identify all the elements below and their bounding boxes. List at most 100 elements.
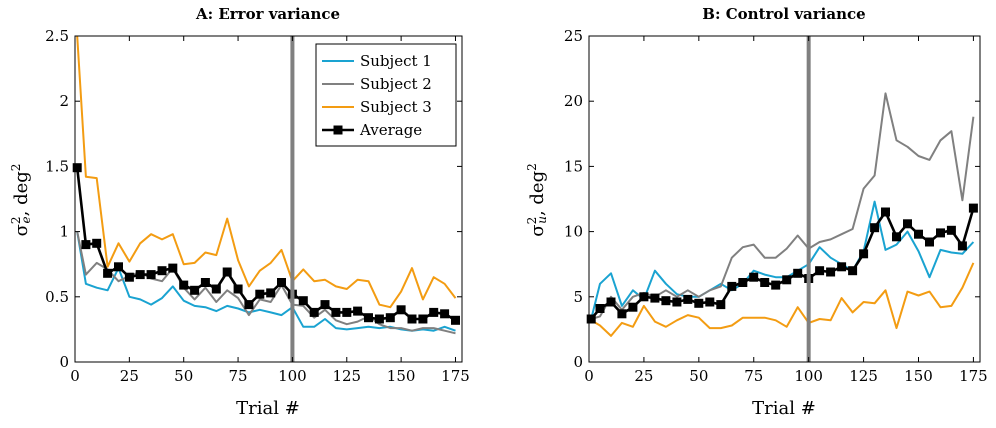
panel-b-average-marker [586, 314, 596, 324]
panel-b-average-marker [826, 267, 836, 277]
panel-b-ytick-label: 0 [573, 353, 583, 371]
panel-a-average-marker [211, 284, 221, 294]
panel-b-ytick-label: 15 [564, 157, 583, 175]
panel-a-average-marker [331, 307, 341, 317]
panel-b-average-marker [760, 278, 770, 287]
panel-b-average-marker [595, 304, 605, 313]
panel-a-ticks: 0 25 50 75 100 125 150 175 0 0.5 1 1.5 2 2.5 [45, 27, 470, 385]
panel-b-average-marker [968, 203, 978, 213]
panel-b-average-marker [628, 302, 638, 312]
panel-a-line-subject-3 [76, 35, 457, 309]
panel-b-line-subject-3 [590, 262, 975, 337]
panel-b-xtick-label: 25 [634, 367, 653, 385]
panel-b-average-marker [617, 309, 627, 319]
panel-b-average-marker [892, 232, 901, 242]
panel-b-xtick-label: 150 [904, 367, 933, 385]
panel-a-average-marker [179, 280, 189, 290]
legend-entry: Subject 3 [360, 98, 432, 116]
panel-b-average-marker [694, 298, 704, 308]
panel-a-average-marker [92, 238, 102, 248]
panel-a-average-marker [233, 284, 243, 294]
legend: Subject 1 Subject 2 Subject 3 Average [315, 43, 457, 147]
panel-a-average-marker [190, 285, 200, 295]
panel-a-average-marker [72, 163, 82, 173]
panel-a-xtick-label: 75 [229, 367, 248, 385]
panel-b-average-marker [793, 268, 803, 278]
panel-a-average-marker [114, 262, 123, 272]
panel-a-series [72, 35, 460, 335]
panel-b-average-marker [903, 219, 912, 229]
panel-a-average-marker [124, 272, 134, 282]
panel-a-line-subject-2 [76, 231, 456, 335]
panel-a-average-marker [222, 267, 232, 277]
panel-b-average-marker [859, 249, 869, 259]
panel-a-average-marker [396, 305, 406, 315]
panel-b-xlabel: Trial # [752, 398, 816, 419]
panel-a-average-marker [255, 289, 265, 299]
panel-a-xtick-label: 100 [278, 367, 307, 385]
legend-entry: Average [359, 121, 422, 139]
panel-a-average-marker [429, 307, 439, 317]
panel-b-xtick-label: 125 [849, 367, 878, 385]
panel-a-average-marker [298, 296, 308, 306]
panel-a-average-marker [353, 306, 363, 316]
panel-b-xtick-label: 100 [794, 367, 823, 385]
panel-a-xtick-label: 0 [70, 367, 80, 385]
panel-a-average-marker [418, 314, 428, 324]
panel-a-xtick-label: 50 [174, 367, 193, 385]
panel-a-xtick-label: 150 [387, 367, 416, 385]
panel-a-average-marker [244, 300, 254, 310]
panel-a-ytick-label: 0.5 [45, 288, 69, 306]
panel-b-average-marker [771, 280, 781, 290]
panel-b-average-marker [936, 228, 945, 238]
panel-b-average-marker [606, 297, 616, 307]
panel-a-ytick-label: 2 [59, 92, 69, 110]
panel-a-average-marker [385, 313, 395, 323]
panel-b-average-marker [738, 278, 748, 287]
panel-b-series [586, 92, 978, 337]
panel-b-xtick-label: 175 [959, 367, 988, 385]
panel-b-average-marker [925, 237, 934, 247]
panel-b-ticks: 0 25 50 75 100 125 150 175 0 5 10 15 20 25 [564, 27, 988, 385]
panel-b-average-marker [672, 297, 682, 307]
panel-b-average-marker [957, 241, 967, 251]
panel-b-ytick-label: 10 [564, 223, 583, 241]
panel-b-average-marker [650, 293, 660, 303]
legend-entry: Subject 1 [360, 52, 432, 70]
panel-b-line-average [590, 207, 975, 320]
panel-a-average-marker [103, 268, 113, 278]
panel-a-xtick-label: 125 [332, 367, 361, 385]
panel-a: A: Error variance 0 25 50 75 100 125 150 175 0 0.… [9, 5, 470, 419]
panel-a-average-marker [157, 266, 167, 276]
panel-b-average-marker [881, 207, 890, 217]
panel-a-line-subject-1 [76, 231, 456, 332]
legend-entry: Subject 2 [360, 75, 432, 93]
panel-b-average-marker [848, 266, 858, 276]
panel-b-ytick-label: 5 [573, 288, 583, 306]
panel-b-line-subject-1 [590, 200, 975, 320]
panel-b-xtick-label: 50 [689, 367, 708, 385]
panel-a-title: A: Error variance [195, 5, 340, 23]
panel-b-average-marker [946, 225, 956, 235]
legend-marker [333, 125, 343, 135]
panel-b-ylabel: σ2u, deg2 [525, 163, 549, 236]
panel-a-average-marker [364, 313, 373, 323]
panel-a-axes-frame [74, 35, 463, 363]
panel-b-ytick-label: 25 [564, 27, 583, 45]
panel-a-ytick-label: 1 [59, 223, 69, 241]
panel-a-average-marker [135, 270, 145, 280]
panel-b-average-marker [683, 294, 693, 304]
panel-a-average-marker [277, 278, 286, 287]
panel-a-average-marker [320, 300, 330, 310]
panel-a-average-marker [266, 288, 276, 298]
panel-b-title: B: Control variance [702, 5, 865, 23]
panel-b-average-marker [782, 275, 792, 285]
panel-a-average-marker [342, 307, 352, 317]
panel-b-ytick-label: 20 [564, 92, 583, 110]
panel-a-xtick-label: 25 [120, 367, 139, 385]
panel-a-xlabel: Trial # [236, 398, 300, 419]
panel-b: B: Control variance 0 25 50 75 100 125 150 1750… [525, 5, 988, 419]
panel-a-average-marker [374, 314, 384, 324]
